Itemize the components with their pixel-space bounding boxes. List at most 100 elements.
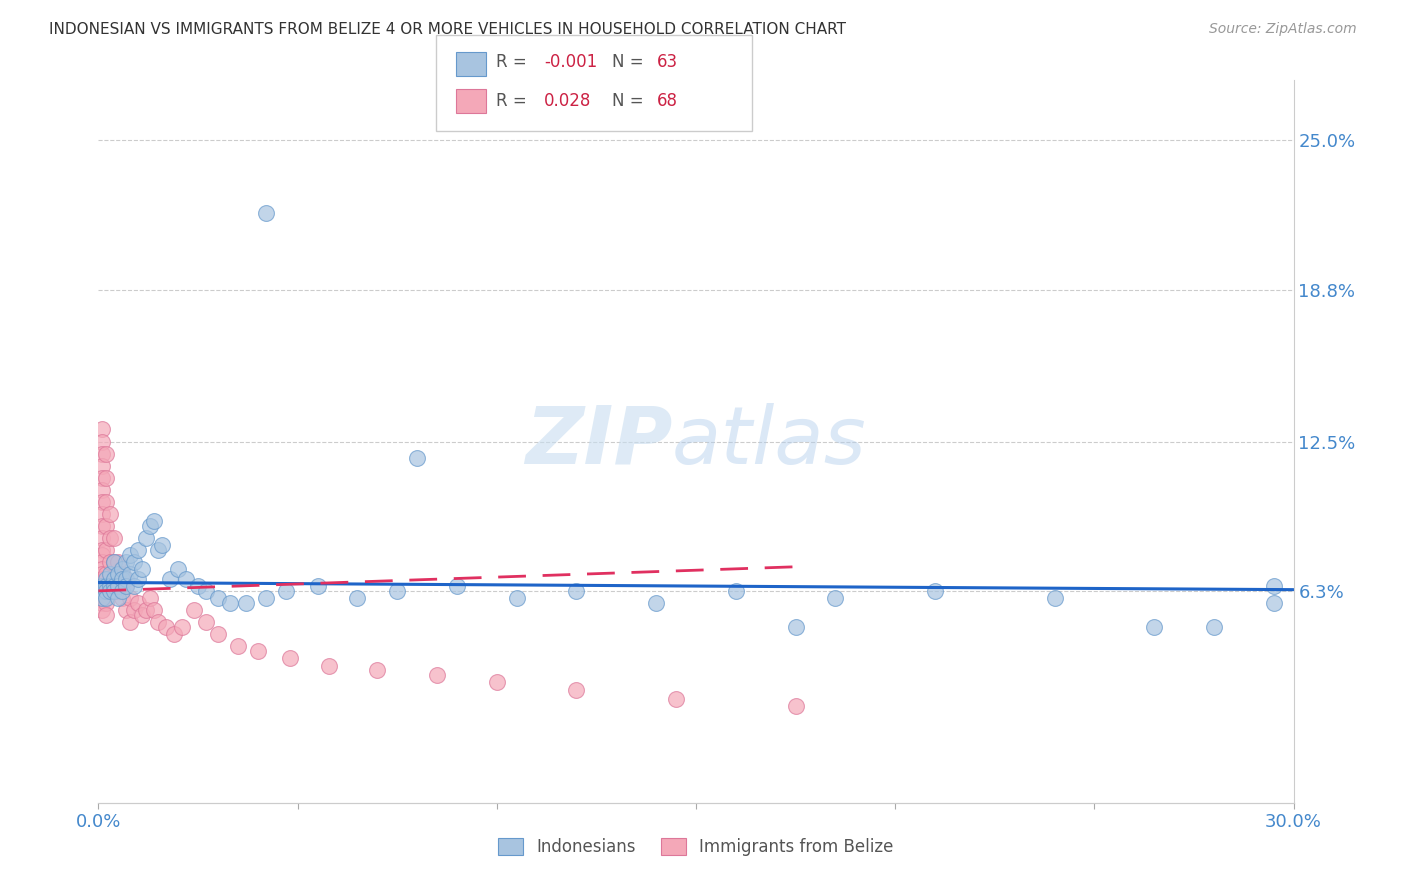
Point	[111, 562, 134, 576]
Point	[139, 591, 162, 606]
Point	[91, 579, 114, 593]
Point	[155, 620, 177, 634]
Point	[143, 603, 166, 617]
Point	[103, 583, 125, 598]
Point	[107, 555, 129, 569]
Point	[91, 603, 114, 617]
Point	[278, 651, 301, 665]
Point	[120, 615, 142, 630]
Point	[131, 562, 153, 576]
Point	[366, 664, 388, 678]
Point	[107, 579, 129, 593]
Point	[107, 567, 129, 582]
Point	[91, 572, 114, 586]
Point	[91, 596, 114, 610]
Point	[235, 596, 257, 610]
Point	[254, 591, 277, 606]
Point	[115, 555, 138, 569]
Text: atlas: atlas	[672, 402, 868, 481]
Point	[111, 591, 134, 606]
Point	[385, 583, 409, 598]
Point	[195, 583, 218, 598]
Point	[207, 591, 229, 606]
Point	[1143, 620, 1166, 634]
Point	[91, 507, 114, 521]
Point	[824, 591, 846, 606]
Point	[183, 603, 205, 617]
Point	[307, 579, 329, 593]
Point	[127, 572, 149, 586]
Point	[98, 583, 122, 598]
Point	[1202, 620, 1225, 634]
Point	[195, 615, 218, 630]
Point	[346, 591, 368, 606]
Point	[91, 494, 114, 508]
Point	[135, 531, 157, 545]
Point	[111, 583, 134, 598]
Point	[485, 675, 508, 690]
Point	[98, 579, 122, 593]
Point	[665, 692, 688, 706]
Text: ZIP: ZIP	[524, 402, 672, 481]
Point	[98, 531, 122, 545]
Point	[274, 583, 297, 598]
Point	[724, 583, 747, 598]
Point	[254, 205, 277, 219]
Point	[924, 583, 946, 598]
Point	[159, 572, 181, 586]
Point	[96, 542, 118, 557]
Point	[91, 583, 114, 598]
Point	[91, 434, 114, 449]
Point	[565, 682, 588, 697]
Point	[96, 591, 118, 606]
Point	[91, 555, 114, 569]
Point	[115, 579, 138, 593]
Point	[98, 567, 122, 582]
Point	[91, 567, 114, 582]
Text: N =: N =	[612, 92, 643, 110]
Point	[96, 607, 118, 622]
Point	[103, 555, 125, 569]
Point	[207, 627, 229, 641]
Point	[91, 542, 114, 557]
Point	[96, 572, 118, 586]
Point	[1263, 596, 1285, 610]
Point	[111, 567, 134, 582]
Point	[148, 615, 170, 630]
Point	[124, 579, 146, 593]
Point	[127, 542, 149, 557]
Point	[120, 591, 142, 606]
Text: INDONESIAN VS IMMIGRANTS FROM BELIZE 4 OR MORE VEHICLES IN HOUSEHOLD CORRELATION: INDONESIAN VS IMMIGRANTS FROM BELIZE 4 O…	[49, 22, 846, 37]
Point	[98, 579, 122, 593]
Point	[172, 620, 194, 634]
Text: 68: 68	[657, 92, 678, 110]
Point	[406, 451, 429, 466]
Point	[1263, 579, 1285, 593]
Point	[107, 583, 129, 598]
Point	[103, 572, 125, 586]
Point	[98, 507, 122, 521]
Point	[143, 514, 166, 528]
Point	[115, 579, 138, 593]
Point	[506, 591, 529, 606]
Point	[318, 658, 340, 673]
Point	[103, 531, 125, 545]
Point	[131, 607, 153, 622]
Point	[103, 555, 125, 569]
Point	[98, 555, 122, 569]
Point	[115, 603, 138, 617]
Point	[91, 447, 114, 461]
Point	[785, 620, 807, 634]
Point	[219, 596, 242, 610]
Text: -0.001: -0.001	[544, 54, 598, 71]
Point	[91, 531, 114, 545]
Text: 63: 63	[657, 54, 678, 71]
Point	[103, 579, 125, 593]
Point	[91, 548, 114, 562]
Point	[91, 423, 114, 437]
Point	[91, 483, 114, 497]
Point	[135, 603, 157, 617]
Legend: Indonesians, Immigrants from Belize: Indonesians, Immigrants from Belize	[492, 831, 900, 863]
Point	[91, 591, 114, 606]
Point	[107, 591, 129, 606]
